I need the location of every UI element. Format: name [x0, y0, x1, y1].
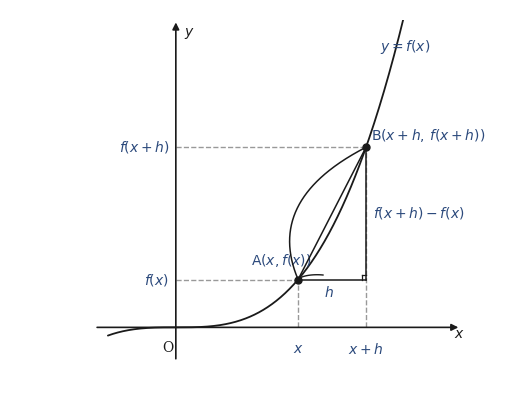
Text: $\mathrm{A}(x, f(x))$: $\mathrm{A}(x, f(x))$: [250, 252, 311, 269]
Text: O: O: [162, 341, 173, 355]
Text: $f(x+h)$: $f(x+h)$: [118, 139, 169, 155]
Text: $\mathrm{B}(x+h,\, f(x+h))$: $\mathrm{B}(x+h,\, f(x+h))$: [372, 127, 486, 144]
Text: $h$: $h$: [324, 285, 334, 300]
Text: $f(x)$: $f(x)$: [144, 272, 169, 288]
Text: $y$: $y$: [184, 26, 195, 42]
Text: $y = f(x)$: $y = f(x)$: [379, 38, 430, 56]
Text: $x$: $x$: [293, 342, 303, 356]
Text: $f(x+h) - f(x)$: $f(x+h) - f(x)$: [373, 206, 464, 221]
Text: $x+h$: $x+h$: [348, 342, 384, 357]
Text: $x$: $x$: [454, 327, 465, 341]
